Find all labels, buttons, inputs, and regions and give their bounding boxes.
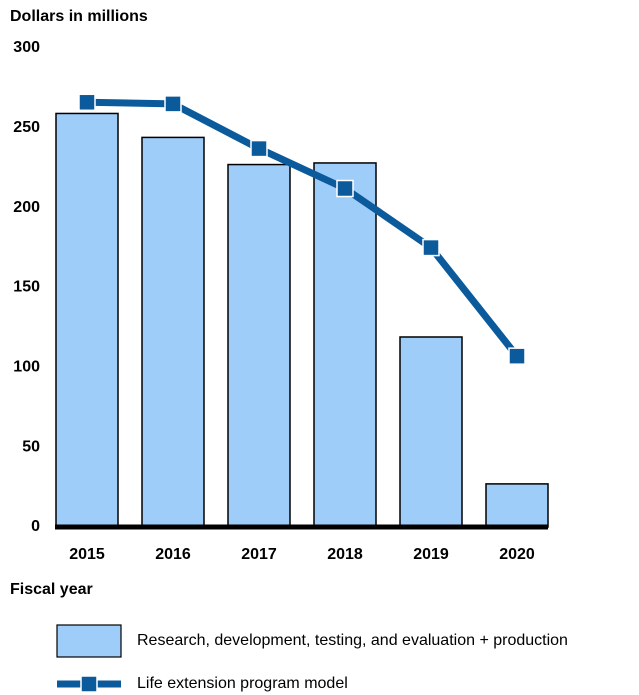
x-tick-label: 2015: [69, 546, 105, 563]
legend-label: Life extension program model: [137, 675, 348, 692]
legend-swatch: [56, 624, 122, 658]
bar: [313, 162, 377, 528]
x-tick-label: 2018: [327, 546, 363, 563]
line-marker: [508, 347, 526, 365]
y-tick-label: 250: [13, 119, 40, 136]
y-tick-label: 150: [13, 279, 40, 296]
bar: [485, 483, 549, 528]
y-tick-label: 0: [31, 518, 40, 535]
line-marker: [164, 95, 182, 113]
y-tick-label: 100: [13, 359, 40, 376]
line-marker: [78, 93, 96, 112]
bar: [141, 136, 205, 528]
x-tick-label: 2016: [155, 546, 191, 563]
x-axis-title: Fiscal year: [10, 581, 93, 598]
legend-label: Research, development, testing, and eval…: [137, 632, 568, 649]
x-tick-label: 2017: [241, 546, 277, 563]
y-axis-title: Dollars in millions: [10, 8, 148, 25]
y-tick-label: 200: [13, 199, 40, 216]
x-tick-label: 2020: [499, 546, 535, 563]
legend-swatch: [80, 675, 98, 693]
line-marker: [422, 238, 440, 257]
line: [86, 98, 520, 359]
bar: [55, 112, 119, 528]
line-marker: [336, 179, 354, 198]
bar: [399, 336, 463, 528]
y-tick-label: 300: [13, 39, 40, 56]
x-tick-label: 2019: [413, 546, 449, 563]
bar: [227, 163, 291, 528]
line-marker: [250, 139, 268, 158]
y-tick-label: 50: [22, 438, 40, 455]
